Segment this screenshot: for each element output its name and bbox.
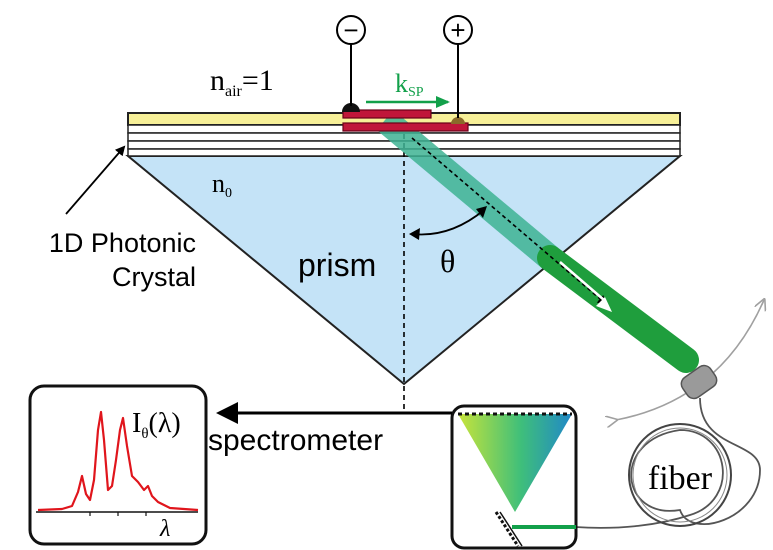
- beam-direction-arrow: [411, 137, 608, 306]
- bottom-electrode: [342, 122, 469, 132]
- n-air-label: nair=1: [210, 64, 274, 100]
- plus-circle-icon: [443, 15, 473, 45]
- n0-label: n0: [212, 169, 232, 201]
- minus-circle-icon: [336, 15, 366, 45]
- lambda-axis-label: λ: [159, 516, 170, 542]
- crystal-label-line1: 1D Photonic: [49, 228, 196, 258]
- spectrometer-arrowhead: [216, 402, 238, 424]
- beam-direction-arrow-white: [559, 261, 605, 301]
- theta-arc-head-left: [409, 228, 420, 240]
- fiber-loop-inner: [632, 427, 728, 523]
- theta-label: θ: [440, 243, 455, 279]
- spectrum-curve: [37, 410, 199, 512]
- fiber-label: fiber: [648, 460, 713, 497]
- plus-contact: [451, 117, 465, 124]
- fiber-cable: [574, 397, 761, 529]
- fiber-loop: [628, 423, 732, 527]
- top-electrode: [342, 109, 432, 119]
- emission-beam-light: [376, 110, 559, 268]
- intensity-label: Iθ(λ): [132, 408, 181, 442]
- prism-label: prism: [298, 247, 376, 283]
- crystal-pointer-arrow: [65, 145, 126, 215]
- grating-backing: [499, 511, 523, 547]
- crystal-label-line2: Crystal: [112, 262, 196, 292]
- fiber-connector-icon: [680, 364, 718, 400]
- spectrometer-label: spectrometer: [208, 424, 383, 457]
- k-sp-label: kSP: [395, 69, 424, 100]
- minus-symbol: −: [343, 15, 358, 45]
- diffraction-grating: [494, 511, 520, 547]
- theta-arc-head-right: [476, 206, 487, 218]
- dispersed-light-fan: [458, 414, 572, 512]
- emission-beam-dark: [537, 245, 699, 373]
- plus-symbol: +: [450, 15, 465, 45]
- minus-contact: [342, 103, 360, 112]
